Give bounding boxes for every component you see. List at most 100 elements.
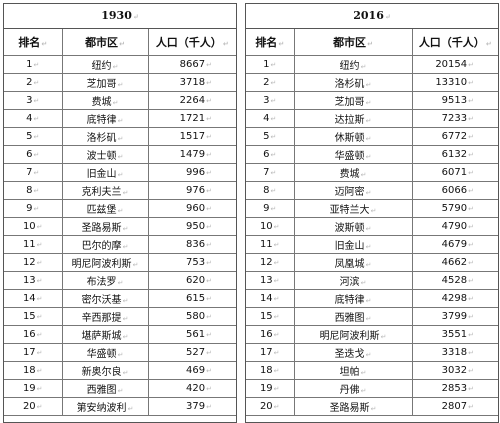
paragraph-mark: ↵ [273,367,280,375]
table-header-row: 排名↵ 都市区↵ 人口（千人）↵ [246,29,498,56]
table-row: 11↵ 巴尔的摩↵ 836↵ [4,235,236,254]
population-cell-value: 3799 [441,311,468,322]
paragraph-mark: ↵ [132,12,139,21]
table-row: 20↵ 圣路易斯↵ 2807↵ [246,397,498,416]
paragraph-mark: ↵ [273,223,280,231]
paragraph-mark: ↵ [206,349,212,357]
population-cell-value: 6066 [441,185,468,196]
year-label: 2016 [353,9,384,22]
rank-cell: 6↵ [4,145,63,164]
table-row: 4↵ 达拉斯↵ 7233↵ [246,109,498,128]
paragraph-mark: ↵ [122,297,129,305]
population-cell: 6071↵ [411,163,498,182]
paragraph-mark: ↵ [122,243,129,251]
table-row: 18↵ 新奥尔良↵ 469↵ [4,361,236,380]
paragraph-mark: ↵ [468,367,474,375]
population-cell: 2853↵ [411,379,498,398]
paragraph-mark: ↵ [360,171,367,179]
city-cell-value: 波斯顿 [334,223,365,234]
population-cell: 9513↵ [411,91,498,110]
city-cell: 旧金山↵ [293,235,413,254]
paragraph-mark: ↵ [117,81,124,89]
header-population: 人口（千人）↵ [147,29,236,56]
city-cell: 底特律↵ [293,289,413,308]
paragraph-mark: ↵ [273,295,280,303]
paragraph-mark: ↵ [206,79,212,87]
population-cell: 1479↵ [147,145,236,164]
paragraph-mark: ↵ [365,189,372,197]
paragraph-mark: ↵ [365,261,372,269]
city-cell-value: 西雅图 [334,313,365,324]
paragraph-mark: ↵ [206,313,212,321]
city-cell: 巴尔的摩↵ [61,235,149,254]
rank-cell: 18↵ [4,361,63,380]
paragraph-mark: ↵ [206,133,212,141]
rank-cell: 2↵ [4,73,63,92]
population-cell-value: 1517 [179,131,206,142]
rank-cell: 16↵ [246,325,295,344]
rank-cell-value: 11 [22,239,36,250]
paragraph-mark: ↵ [278,40,285,48]
table-row: 9↵ 匹兹堡↵ 960↵ [4,199,236,218]
paragraph-mark: ↵ [117,387,124,395]
paragraph-mark: ↵ [41,40,48,48]
paragraph-mark: ↵ [360,63,367,71]
paragraph-mark: ↵ [270,115,277,123]
paragraph-mark: ↵ [468,151,474,159]
rank-cell: 9↵ [246,199,295,218]
rank-cell-value: 12 [259,257,273,268]
population-cell: 469↵ [147,361,236,380]
paragraph-mark: ↵ [370,405,377,413]
city-cell-value: 匹兹堡 [86,205,117,216]
population-cell: 3799↵ [411,307,498,326]
city-cell: 纽约↵ [293,55,413,74]
paragraph-mark: ↵ [468,313,474,321]
population-cell-value: 620 [186,275,206,286]
city-cell: 克利夫兰↵ [61,181,149,200]
paragraph-mark: ↵ [468,331,474,339]
city-cell-value: 丹佛 [339,385,360,396]
rank-cell-value: 7 [263,167,270,178]
population-cell: 1721↵ [147,109,236,128]
paragraph-mark: ↵ [36,349,43,357]
population-cell-value: 976 [186,185,206,196]
city-cell: 达拉斯↵ [293,109,413,128]
paragraph-mark: ↵ [468,61,474,69]
table-row: 2↵ 洛杉矶↵ 13310↵ [246,73,498,92]
paragraph-mark: ↵ [468,295,474,303]
rank-cell: 15↵ [246,307,295,326]
city-cell-value: 纽约 [91,61,112,72]
city-cell-value: 洛杉矶 [86,133,117,144]
paragraph-mark: ↵ [36,259,43,267]
table-row: 2↵ 芝加哥↵ 3718↵ [4,73,236,92]
city-cell: 芝加哥↵ [61,73,149,92]
population-cell-value: 996 [186,167,206,178]
population-cell-value: 9513 [441,95,468,106]
population-cell: 6066↵ [411,181,498,200]
rank-cell-value: 18 [259,365,273,376]
paragraph-mark: ↵ [122,333,129,341]
rank-cell-value: 16 [22,329,36,340]
table-row: 7↵ 费城↵ 6071↵ [246,163,498,182]
paragraph-mark: ↵ [468,223,474,231]
paragraph-mark: ↵ [365,351,372,359]
paragraph-mark: ↵ [468,205,474,213]
population-cell-value: 4662 [441,257,468,268]
city-cell: 圣迭戈↵ [293,343,413,362]
rank-cell-value: 12 [22,257,36,268]
rank-cell: 1↵ [246,55,295,74]
rank-cell: 19↵ [4,379,63,398]
population-cell: 420↵ [147,379,236,398]
rank-cell-value: 14 [22,293,36,304]
paragraph-mark: ↵ [206,295,212,303]
rank-cell-value: 2 [263,77,270,88]
paragraph-mark: ↵ [270,133,277,141]
paragraph-mark: ↵ [485,40,492,48]
population-cell: 2807↵ [411,397,498,416]
rank-cell-value: 3 [26,95,33,106]
population-cell-value: 7233 [441,113,468,124]
city-cell-value: 芝加哥 [334,97,365,108]
rank-cell: 5↵ [4,127,63,146]
table-row: 11↵ 旧金山↵ 4679↵ [246,235,498,254]
city-cell: 明尼阿波利斯↵ [293,325,413,344]
